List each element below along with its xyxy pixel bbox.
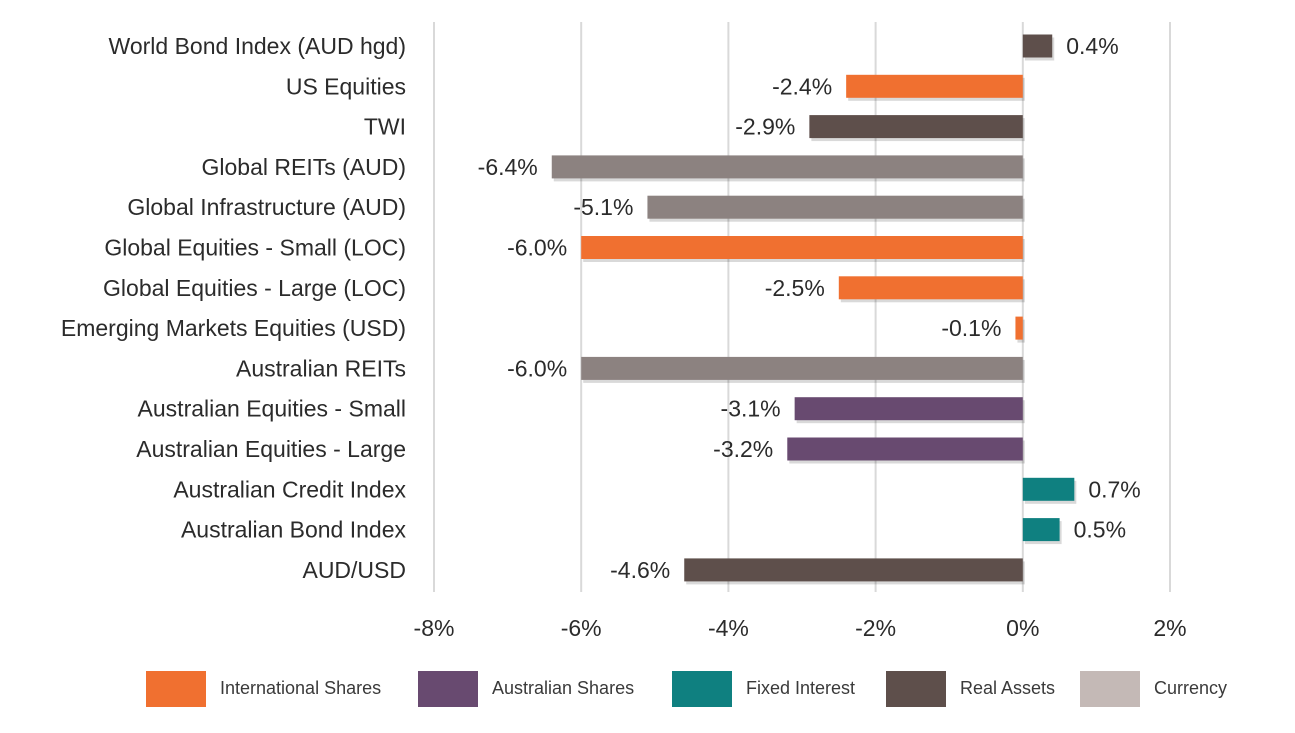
data-label: -3.1% — [721, 396, 781, 422]
legend-label: Real Assets — [960, 678, 1055, 698]
data-label: -2.4% — [772, 73, 832, 99]
x-tick-label: 0% — [1006, 615, 1039, 641]
category-label: Australian REITs — [236, 355, 406, 381]
category-label: US Equities — [286, 73, 406, 99]
data-label: 0.7% — [1088, 476, 1140, 502]
data-label: -2.9% — [735, 114, 795, 140]
bar — [787, 437, 1023, 461]
bar — [581, 236, 1023, 259]
x-tick-label: 2% — [1153, 615, 1186, 641]
category-label: Australian Credit Index — [173, 476, 406, 502]
data-label: -4.6% — [610, 557, 670, 583]
data-label: -3.2% — [713, 436, 773, 462]
bar — [809, 115, 1023, 139]
category-label: Australian Equities - Small — [138, 396, 406, 422]
data-label: -2.5% — [765, 275, 825, 301]
legend-swatch — [146, 671, 206, 707]
legend-label: Australian Shares — [492, 678, 634, 698]
legend-swatch — [418, 671, 478, 707]
x-tick-label: -8% — [414, 615, 455, 641]
category-label: TWI — [364, 114, 406, 140]
bar — [794, 397, 1023, 421]
data-label: 0.4% — [1066, 33, 1118, 59]
category-label: Global Equities - Large (LOC) — [103, 275, 406, 301]
bar — [551, 155, 1023, 179]
x-tick-label: -6% — [561, 615, 602, 641]
bar — [581, 356, 1023, 380]
x-tick-label: -2% — [855, 615, 896, 641]
x-tick-label: -4% — [708, 615, 749, 641]
data-label: -5.1% — [573, 194, 633, 220]
bar — [1022, 34, 1053, 58]
category-label: Australian Equities - Large — [136, 436, 406, 462]
bar — [846, 74, 1023, 98]
bar — [684, 558, 1023, 582]
legend-label: Currency — [1154, 678, 1227, 698]
data-label: -6.0% — [507, 355, 567, 381]
bar — [1015, 316, 1023, 340]
data-label: 0.5% — [1074, 517, 1126, 543]
category-label: Global REITs (AUD) — [202, 154, 406, 180]
bar — [838, 276, 1023, 300]
legend-label: Fixed Interest — [746, 678, 855, 698]
bar — [1022, 477, 1075, 501]
bar — [647, 195, 1023, 219]
data-label: -0.1% — [941, 315, 1001, 341]
legend-label: International Shares — [220, 678, 381, 698]
category-label: World Bond Index (AUD hgd) — [109, 33, 406, 59]
data-label: -6.4% — [478, 154, 538, 180]
category-label: Emerging Markets Equities (USD) — [61, 315, 406, 341]
category-label: AUD/USD — [302, 557, 406, 583]
category-label: Global Equities - Small (LOC) — [104, 235, 406, 261]
legend-swatch — [1080, 671, 1140, 707]
category-label: Global Infrastructure (AUD) — [127, 194, 406, 220]
data-label: -6.0% — [507, 235, 567, 261]
legend-swatch — [672, 671, 732, 707]
category-label: Australian Bond Index — [181, 517, 407, 543]
legend-swatch — [886, 671, 946, 707]
bar — [1022, 518, 1060, 542]
